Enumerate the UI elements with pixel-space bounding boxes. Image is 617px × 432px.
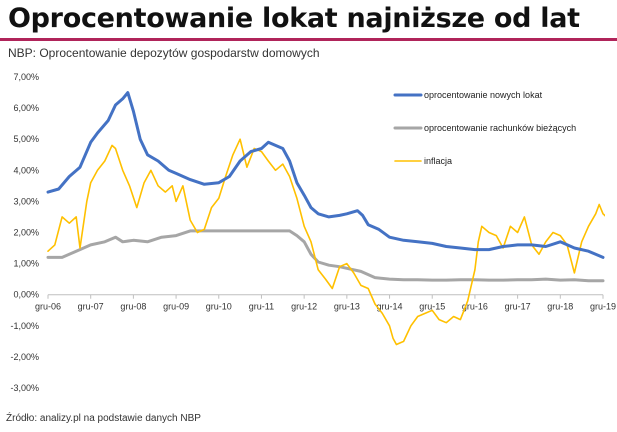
x-tick-label: gru-07 xyxy=(78,302,104,312)
series-line xyxy=(46,91,605,259)
y-tick-label: -2,00% xyxy=(10,352,39,362)
title-divider xyxy=(0,38,617,41)
legend-label: oprocentowanie rachunków bieżących xyxy=(424,123,576,133)
series-layer xyxy=(46,91,605,346)
x-axis xyxy=(47,294,604,299)
series-line xyxy=(46,229,605,283)
y-tick-label: 1,00% xyxy=(13,259,39,269)
x-axis-labels: gru-06 gru-07 gru-08 gru-09 gru-10 gru-11 gru-… xyxy=(35,302,616,312)
x-tick-label: gru-11 xyxy=(249,302,274,312)
x-tick-label: gru-06 xyxy=(35,302,61,312)
y-axis-labels: -3,00% -2,00% -1,00% 0,00% 1,00% 2,00% 3,00% 4,… xyxy=(10,72,39,393)
x-tick-label: gru-14 xyxy=(377,302,403,312)
y-tick-label: 0,00% xyxy=(13,290,39,300)
y-tick-label: 5,00% xyxy=(13,134,39,144)
x-tick-label: gru-18 xyxy=(547,302,573,312)
page-title: Oprocentowanie lokat najniższe od lat xyxy=(8,3,580,34)
source-note: Źródło: analizy.pl na podstawie danych N… xyxy=(6,413,201,424)
x-tick-label: gru-08 xyxy=(120,302,146,312)
chart-subtitle: NBP: Oprocentowanie depozytów gospodarst… xyxy=(8,46,320,60)
y-tick-label: 6,00% xyxy=(13,103,39,113)
legend-label: oprocentowanie nowych lokat xyxy=(424,90,543,100)
series-line xyxy=(47,138,605,346)
y-tick-label: -1,00% xyxy=(10,321,39,331)
x-tick-label: gru-12 xyxy=(291,302,317,312)
x-tick-label: gru-15 xyxy=(419,302,445,312)
x-tick-label: gru-13 xyxy=(334,302,360,312)
chart-legend: oprocentowanie nowych lokat oprocentowani… xyxy=(393,90,576,166)
x-tick-label: gru-17 xyxy=(505,302,531,312)
y-tick-label: 2,00% xyxy=(13,228,39,238)
y-tick-label: 3,00% xyxy=(13,196,39,206)
y-tick-label: 4,00% xyxy=(13,165,39,175)
x-tick-label: gru-19 xyxy=(590,302,616,312)
x-tick-label: gru-10 xyxy=(206,302,232,312)
x-tick-label: gru-09 xyxy=(163,302,189,312)
x-tick-label: gru-16 xyxy=(462,302,488,312)
legend-label: inflacja xyxy=(424,156,452,166)
y-tick-label: -3,00% xyxy=(10,383,39,393)
y-tick-label: 7,00% xyxy=(13,72,39,82)
